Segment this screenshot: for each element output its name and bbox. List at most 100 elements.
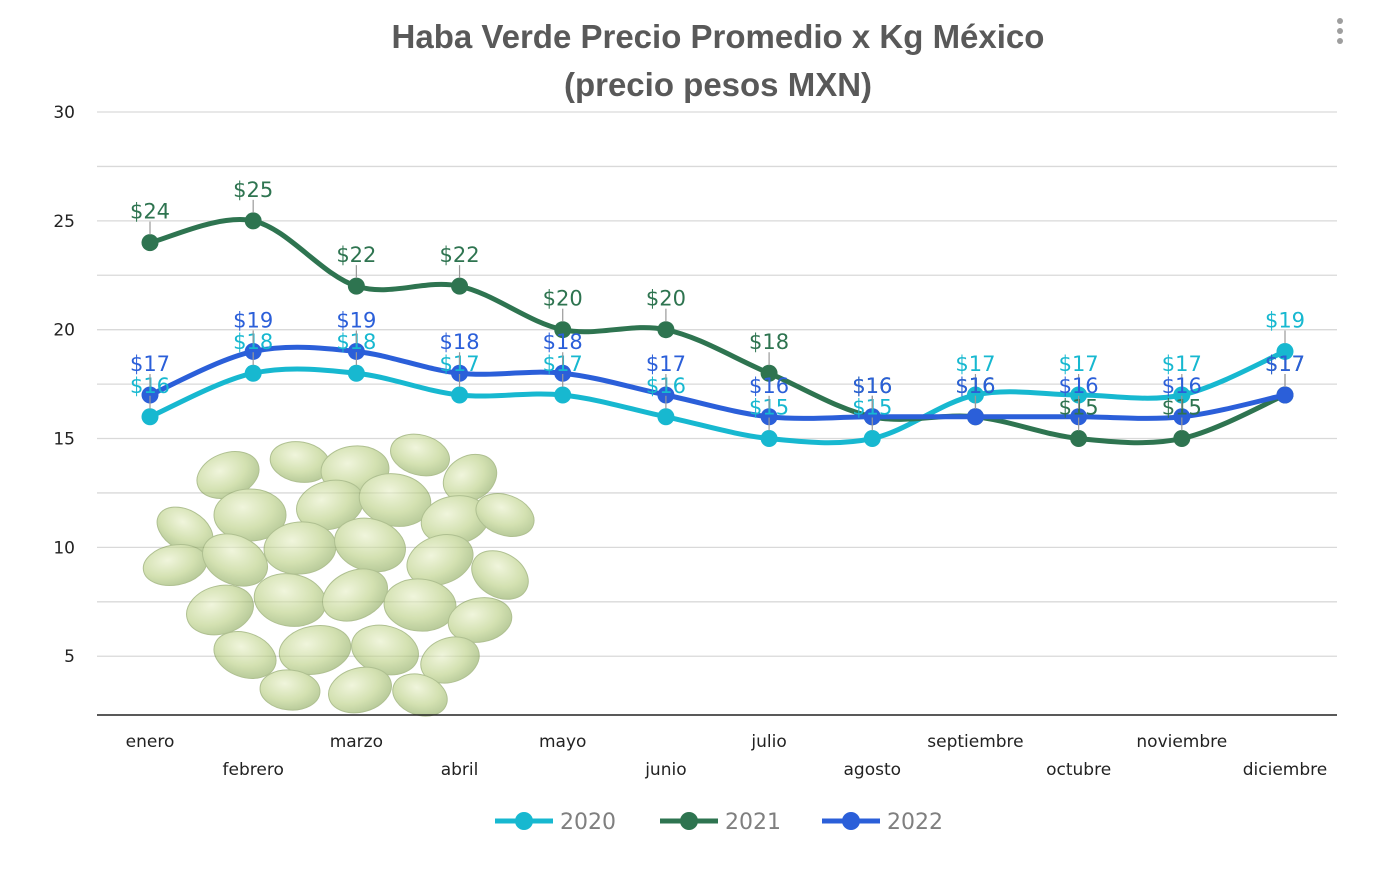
data-label: $18 (439, 330, 479, 354)
data-point (141, 234, 159, 252)
data-label: $20 (543, 287, 583, 311)
data-point (554, 364, 572, 382)
data-point (1173, 386, 1191, 404)
data-point (1173, 430, 1191, 448)
data-label: $17 (1059, 352, 1099, 376)
data-point (657, 408, 675, 426)
series (141, 212, 1294, 448)
bean-shape (278, 625, 352, 675)
chart-title-line-2: (precio pesos MXN) (564, 66, 872, 103)
data-label: $16 (955, 374, 995, 398)
series-line (149, 349, 1286, 446)
chart-title-line-1: Haba Verde Precio Promedio x Kg México (392, 18, 1045, 55)
data-label: $19 (1265, 308, 1305, 332)
y-tick-label: 10 (53, 538, 75, 558)
kebab-menu-icon[interactable] (1336, 18, 1344, 48)
data-point (966, 386, 984, 404)
data-point (863, 430, 881, 448)
legend-label: 2020 (560, 810, 616, 835)
bean-shape (392, 673, 448, 717)
bean-shape (383, 578, 457, 632)
y-tick-label: 30 (53, 103, 75, 123)
data-point (657, 321, 675, 339)
data-point (760, 364, 778, 382)
data-label: $20 (646, 287, 686, 311)
data-point (347, 277, 365, 295)
data-point (760, 430, 778, 448)
x-tick-label: marzo (330, 732, 383, 752)
bean-shape (390, 433, 450, 477)
data-point (1173, 408, 1191, 426)
data-label: $22 (336, 243, 376, 267)
data-label: $16 (852, 374, 892, 398)
x-tick-label: abril (441, 760, 479, 780)
bean-shape (213, 631, 277, 679)
y-tick-label: 25 (53, 212, 75, 232)
data-point (1070, 408, 1088, 426)
data-label: $17 (1265, 352, 1305, 376)
fava-beans-image (142, 433, 535, 717)
data-point (760, 408, 778, 426)
series-2022 (141, 342, 1294, 426)
bean-shape (420, 636, 480, 684)
bean-shape (442, 453, 498, 503)
data-point (451, 364, 469, 382)
data-point (347, 342, 365, 360)
data-point (554, 321, 572, 339)
data-label: $16 (852, 374, 892, 398)
data-point (451, 277, 469, 295)
x-tick-label: octubre (1046, 760, 1111, 780)
data-point (141, 408, 159, 426)
data-point (347, 364, 365, 382)
data-point (1276, 342, 1294, 360)
bean-shape (471, 550, 529, 600)
data-label: $18 (543, 330, 583, 354)
legend-item-2020: 2020 (495, 810, 616, 835)
x-tick-label: diciembre (1243, 760, 1327, 780)
legend-marker (515, 812, 533, 830)
x-tick-label: junio (644, 760, 686, 780)
data-point (1070, 386, 1088, 404)
data-point (657, 386, 675, 404)
legend-marker (842, 812, 860, 830)
legend-label: 2021 (725, 810, 781, 835)
data-point (1070, 430, 1088, 448)
bean-shape (202, 533, 268, 587)
x-tick-label: mayo (539, 732, 586, 752)
x-axis: enero febrero marzo abril mayo junio julio agos… (97, 714, 1337, 780)
legend-item-2021: 2021 (660, 810, 781, 835)
x-tick-label: enero (126, 732, 175, 752)
data-point (554, 386, 572, 404)
x-tick-label: septiembre (927, 732, 1023, 752)
data-label: $17 (955, 352, 995, 376)
data-label: $17 (646, 352, 686, 376)
data-label: $24 (130, 200, 170, 224)
data-label: $22 (439, 243, 479, 267)
y-tick-label: 20 (53, 321, 75, 341)
data-label: $16 (749, 374, 789, 398)
bean-shape (328, 666, 392, 714)
data-label: $16 (955, 374, 995, 398)
bean-shape (322, 568, 388, 622)
series-line (149, 217, 1286, 446)
data-point (141, 386, 159, 404)
x-tick-label: noviembre (1136, 732, 1227, 752)
data-label: $16 (1059, 374, 1099, 398)
legend-marker (680, 812, 698, 830)
data-point (244, 342, 262, 360)
data-label: $25 (233, 178, 273, 202)
x-tick-label: febrero (223, 760, 284, 780)
series-line (149, 344, 1286, 421)
y-tick-label: 15 (53, 430, 75, 450)
data-label: $17 (1265, 352, 1305, 376)
data-label: $17 (1162, 352, 1202, 376)
series-2020 (141, 342, 1294, 448)
x-tick-label: agosto (843, 760, 901, 780)
data-point (244, 212, 262, 230)
x-tick-label: julio (750, 732, 786, 752)
data-point (451, 386, 469, 404)
bean-shape (475, 493, 535, 537)
bean-shape (406, 534, 474, 586)
bean-shape (447, 597, 513, 643)
